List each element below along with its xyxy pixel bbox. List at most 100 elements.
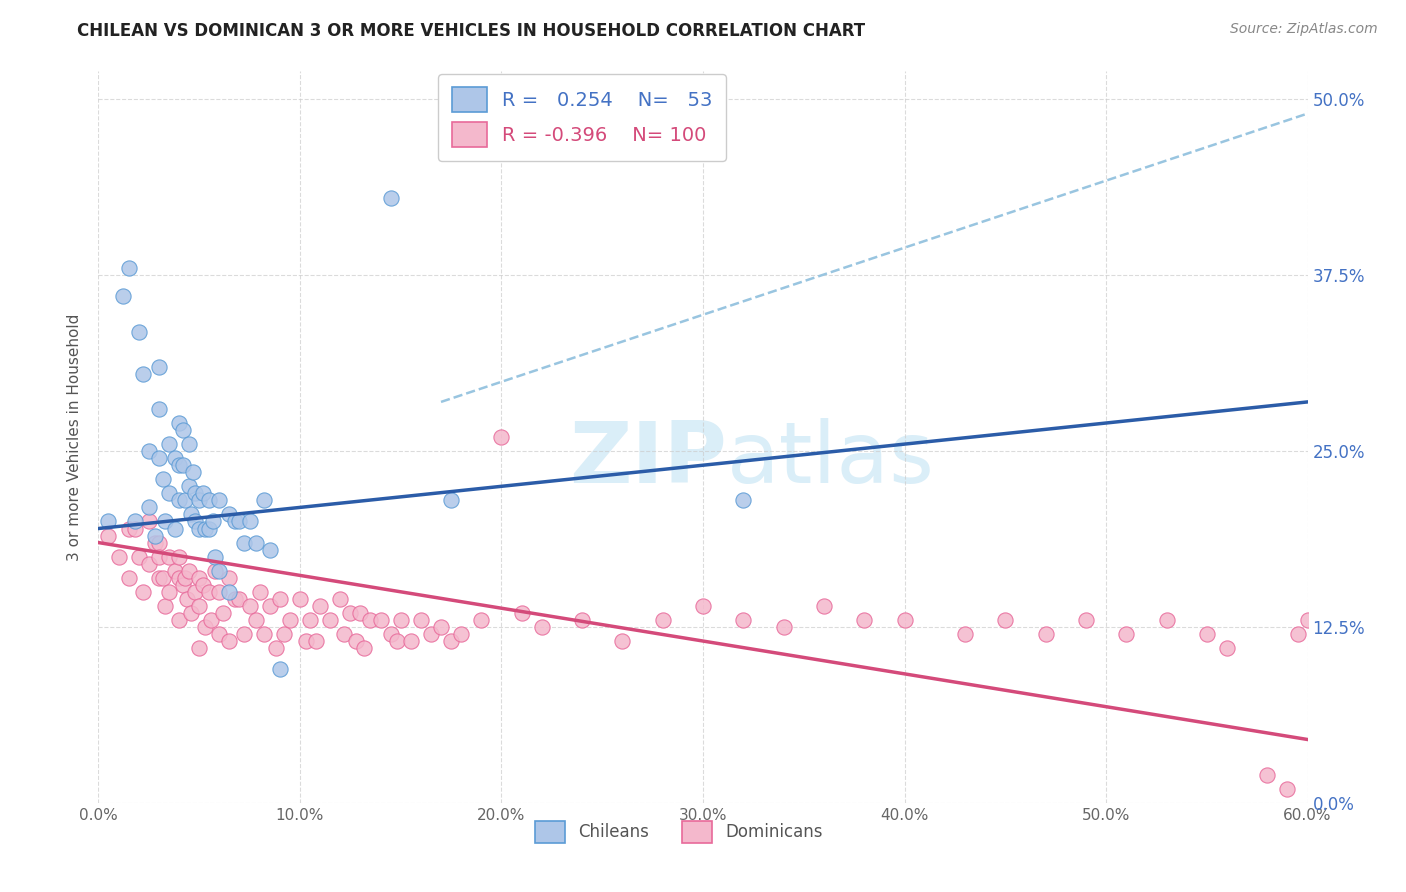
Point bbox=[152, 472, 174, 486]
Point bbox=[198, 584, 221, 599]
Point bbox=[167, 571, 190, 585]
Point bbox=[167, 458, 190, 473]
Point bbox=[295, 634, 318, 648]
Point bbox=[172, 458, 194, 473]
Point bbox=[305, 634, 328, 648]
Point bbox=[1286, 627, 1309, 641]
Point bbox=[273, 627, 295, 641]
Point bbox=[440, 634, 463, 648]
Point bbox=[269, 662, 291, 676]
Point bbox=[259, 599, 281, 613]
Point bbox=[200, 613, 222, 627]
Point bbox=[167, 613, 190, 627]
Point bbox=[143, 535, 166, 549]
Point bbox=[180, 508, 202, 522]
Point bbox=[420, 627, 443, 641]
Point bbox=[218, 571, 240, 585]
Point bbox=[1256, 767, 1278, 781]
Point bbox=[198, 493, 221, 508]
Point bbox=[157, 584, 180, 599]
Point bbox=[188, 641, 211, 656]
Point bbox=[188, 599, 211, 613]
Point bbox=[510, 606, 533, 620]
Point bbox=[111, 289, 134, 303]
Point bbox=[193, 578, 215, 592]
Point bbox=[380, 627, 402, 641]
Point bbox=[319, 613, 342, 627]
Point bbox=[188, 493, 211, 508]
Point bbox=[153, 599, 176, 613]
Point bbox=[399, 634, 422, 648]
Point bbox=[157, 549, 180, 564]
Point bbox=[259, 542, 281, 557]
Point bbox=[208, 493, 231, 508]
Point bbox=[157, 486, 180, 500]
Point bbox=[349, 606, 371, 620]
Point bbox=[208, 584, 231, 599]
Point bbox=[994, 613, 1017, 627]
Point bbox=[208, 564, 231, 578]
Legend: Chileans, Dominicans: Chileans, Dominicans bbox=[529, 814, 830, 849]
Point bbox=[184, 515, 207, 529]
Point bbox=[491, 430, 513, 444]
Point bbox=[224, 515, 246, 529]
Point bbox=[167, 416, 190, 430]
Point bbox=[148, 571, 170, 585]
Point bbox=[188, 571, 211, 585]
Point bbox=[188, 521, 211, 535]
Point bbox=[733, 613, 755, 627]
Point bbox=[194, 620, 217, 634]
Point bbox=[1216, 641, 1239, 656]
Point bbox=[389, 613, 412, 627]
Point bbox=[360, 613, 382, 627]
Point bbox=[132, 367, 155, 381]
Point bbox=[128, 325, 150, 339]
Point bbox=[344, 634, 367, 648]
Point bbox=[157, 437, 180, 451]
Point bbox=[1074, 613, 1097, 627]
Point bbox=[1195, 627, 1218, 641]
Point bbox=[118, 521, 141, 535]
Point bbox=[430, 620, 453, 634]
Point bbox=[530, 620, 553, 634]
Point bbox=[612, 634, 634, 648]
Point bbox=[299, 613, 322, 627]
Point bbox=[180, 606, 202, 620]
Point bbox=[218, 634, 240, 648]
Point bbox=[204, 549, 226, 564]
Point bbox=[97, 515, 120, 529]
Point bbox=[181, 465, 204, 479]
Point bbox=[176, 591, 198, 606]
Point bbox=[143, 528, 166, 542]
Point bbox=[118, 261, 141, 276]
Point bbox=[118, 571, 141, 585]
Point bbox=[163, 564, 186, 578]
Point bbox=[218, 508, 240, 522]
Point bbox=[470, 613, 492, 627]
Point bbox=[148, 359, 170, 374]
Point bbox=[174, 493, 197, 508]
Point bbox=[253, 493, 276, 508]
Point bbox=[172, 578, 194, 592]
Point bbox=[208, 627, 231, 641]
Point bbox=[245, 613, 267, 627]
Point bbox=[228, 515, 250, 529]
Text: Source: ZipAtlas.com: Source: ZipAtlas.com bbox=[1230, 22, 1378, 37]
Point bbox=[167, 549, 190, 564]
Point bbox=[179, 437, 201, 451]
Point bbox=[172, 423, 194, 437]
Point bbox=[309, 599, 332, 613]
Point bbox=[138, 557, 160, 571]
Point bbox=[1296, 613, 1319, 627]
Point bbox=[239, 515, 262, 529]
Point bbox=[107, 549, 129, 564]
Point bbox=[204, 564, 226, 578]
Point bbox=[353, 641, 375, 656]
Point bbox=[179, 564, 201, 578]
Point bbox=[245, 535, 267, 549]
Point bbox=[264, 641, 287, 656]
Point bbox=[853, 613, 876, 627]
Point bbox=[813, 599, 835, 613]
Point bbox=[148, 401, 170, 416]
Point bbox=[124, 521, 146, 535]
